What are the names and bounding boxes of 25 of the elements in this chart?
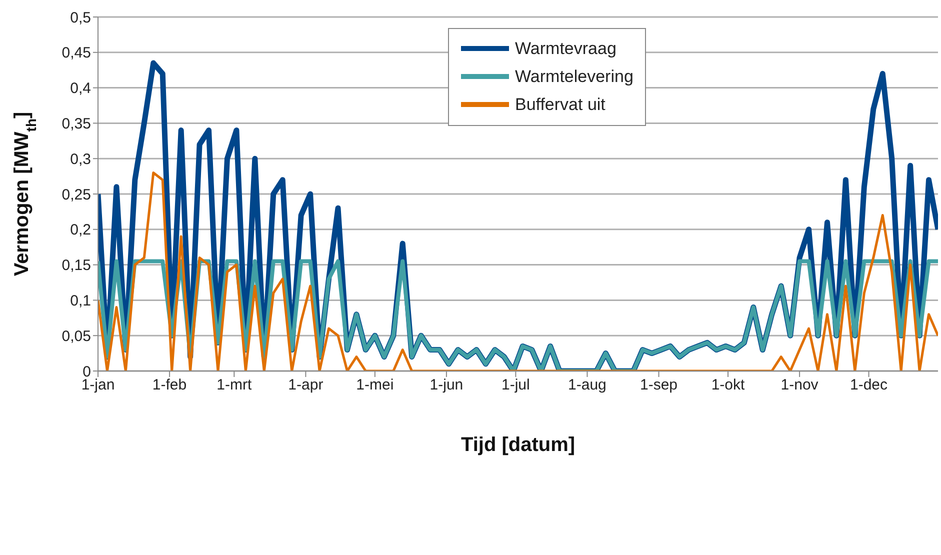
y-tick-label: 0,35 xyxy=(62,116,91,133)
x-tick-label: 1-jul xyxy=(502,376,530,394)
x-tick-label: 1-dec xyxy=(850,376,888,394)
x-tick-label: 1-sep xyxy=(640,376,678,394)
x-tick-label: 1-okt xyxy=(711,376,746,394)
x-tick-label: 1-mrt xyxy=(216,376,252,394)
x-tick-label: 1-aug xyxy=(568,376,606,394)
legend-label: Buffervat uit xyxy=(515,95,606,115)
x-tick-label: 1-apr xyxy=(288,376,324,394)
x-tick-label: 1-jun xyxy=(430,376,464,394)
y-tick-label: 0,4 xyxy=(70,80,91,98)
x-tick-label: 1-nov xyxy=(780,376,819,394)
y-tick-label: 0,5 xyxy=(70,9,91,26)
y-tick-label: 0,2 xyxy=(70,222,91,239)
y-tick-label: 0,1 xyxy=(70,292,91,310)
y-tick-label: 0,15 xyxy=(62,257,91,274)
x-tick-label: 1-mei xyxy=(356,376,394,394)
y-tick-label: 0,05 xyxy=(62,328,91,345)
legend-label: Warmtevraag xyxy=(515,39,616,59)
legend-label: Warmtelevering xyxy=(515,67,634,87)
x-axis-title: Tijd [datum] xyxy=(460,434,576,456)
y-tick-label: 0,3 xyxy=(70,150,91,168)
x-tick-label: 1-feb xyxy=(152,376,187,394)
y-tick-label: 0,25 xyxy=(62,186,91,204)
y-tick-label: 0,45 xyxy=(62,44,91,62)
